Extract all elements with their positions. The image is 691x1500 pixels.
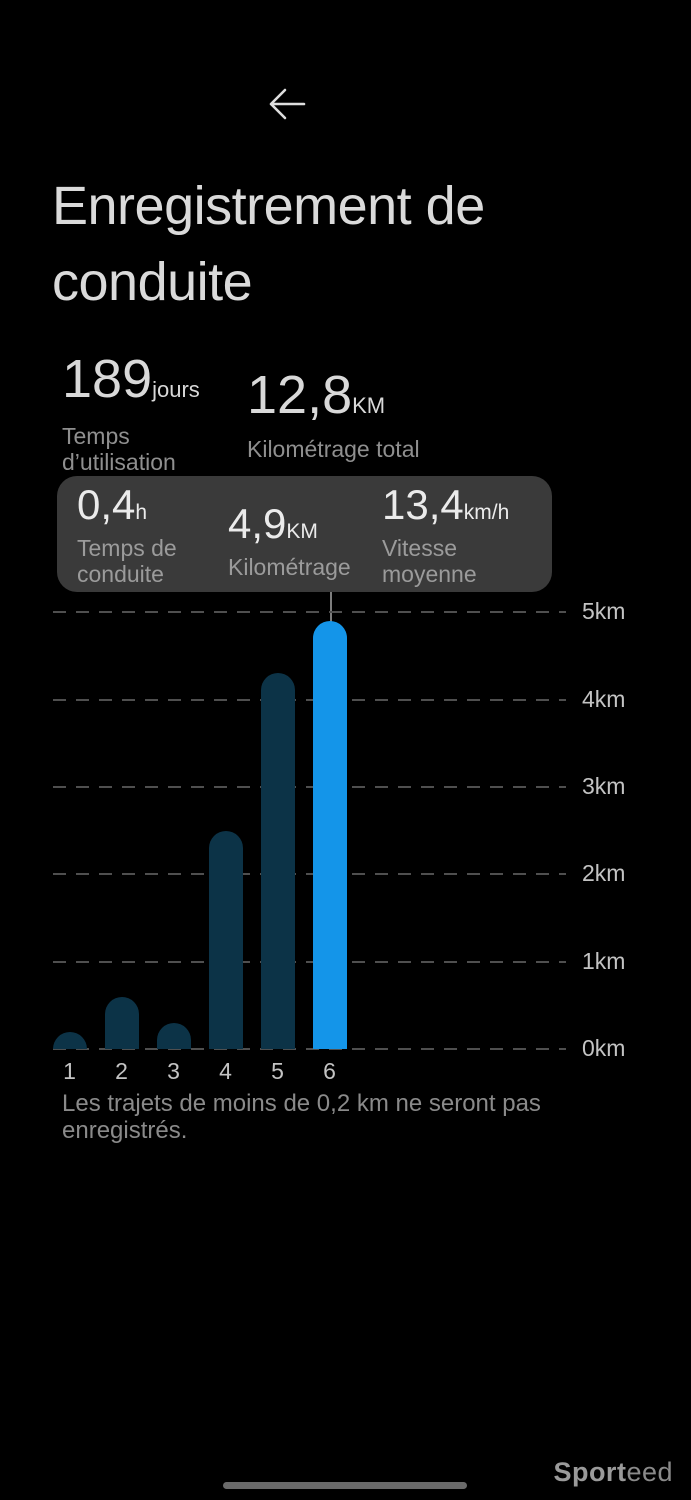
avg-speed-unit: km/h — [463, 501, 510, 524]
footer-note: Les trajets de moins de 0,2 km ne seront… — [62, 1090, 541, 1144]
distance-unit: KM — [286, 520, 318, 543]
avg-speed-label: Vitesse moyenne — [382, 535, 477, 587]
page-title: Enregistrement de conduite — [52, 176, 485, 312]
stat-total-distance: 12,8 KM — [247, 368, 385, 422]
total-distance-value: 12,8 — [247, 365, 353, 425]
driving-time-label: Temps de conduite — [77, 535, 177, 587]
distance-value: 4,9 — [228, 500, 287, 547]
total-distance-label: Kilométrage total — [247, 436, 420, 462]
x-axis-label-5: 5 — [271, 1058, 284, 1084]
avg-speed-value: 13,4 — [382, 481, 464, 528]
bar-day-4[interactable] — [208, 830, 243, 1049]
usage-days-label: Temps d’utilisation — [62, 423, 176, 475]
driving-time-value: 0,4 — [77, 481, 136, 528]
gridline-2km — [53, 873, 566, 876]
x-axis-label-4: 4 — [219, 1058, 232, 1084]
selected-day-tooltip: 0,4 h Temps de conduite 4,9 KM Kilométrage… — [57, 476, 552, 592]
distance-label: Kilométrage — [228, 554, 351, 580]
gridline-4km — [53, 698, 566, 701]
gridline-3km — [53, 786, 566, 788]
tooltip-driving-time: 0,4 h Temps de conduite — [77, 481, 187, 588]
stat-usage-days: 189 jours — [62, 352, 200, 406]
x-axis-label-6: 6 — [323, 1058, 336, 1084]
x-axis-label-1: 1 — [63, 1058, 76, 1084]
y-axis-label-4km: 4km — [582, 685, 626, 712]
total-distance-unit: KM — [352, 393, 386, 418]
tooltip-avg-speed: 13,4 km/h Vitesse moyenne — [382, 481, 510, 588]
bar-day-2[interactable] — [104, 996, 139, 1049]
tooltip-pointer-line — [330, 592, 332, 630]
y-axis-label-3km: 3km — [582, 773, 626, 799]
tooltip-distance: 4,9 KM Kilométrage — [228, 500, 351, 581]
watermark: Sporteed — [553, 1457, 673, 1488]
usage-days-value: 189 — [62, 349, 153, 409]
bar-day-5[interactable] — [260, 673, 295, 1049]
y-axis-label-0km: 0km — [582, 1035, 626, 1061]
gridline-5km — [53, 611, 566, 614]
watermark-light: eed — [626, 1457, 673, 1487]
driving-time-unit: h — [135, 501, 148, 524]
bar-day-3[interactable] — [156, 1022, 191, 1049]
x-axis-label-3: 3 — [167, 1058, 180, 1084]
home-indicator[interactable] — [223, 1482, 467, 1489]
back-arrow-icon — [269, 88, 306, 120]
watermark-bold: Sport — [553, 1457, 627, 1487]
y-axis-label-1km: 1km — [582, 947, 626, 974]
y-axis-label-5km: 5km — [582, 598, 626, 625]
y-axis-label-2km: 2km — [582, 860, 626, 887]
back-button[interactable] — [258, 78, 314, 130]
bar-day-6-selected[interactable] — [312, 621, 347, 1049]
bar-day-1[interactable] — [52, 1031, 87, 1049]
gridline-1km — [53, 960, 566, 963]
x-axis-label-2: 2 — [115, 1058, 128, 1084]
usage-days-unit: jours — [152, 377, 200, 402]
